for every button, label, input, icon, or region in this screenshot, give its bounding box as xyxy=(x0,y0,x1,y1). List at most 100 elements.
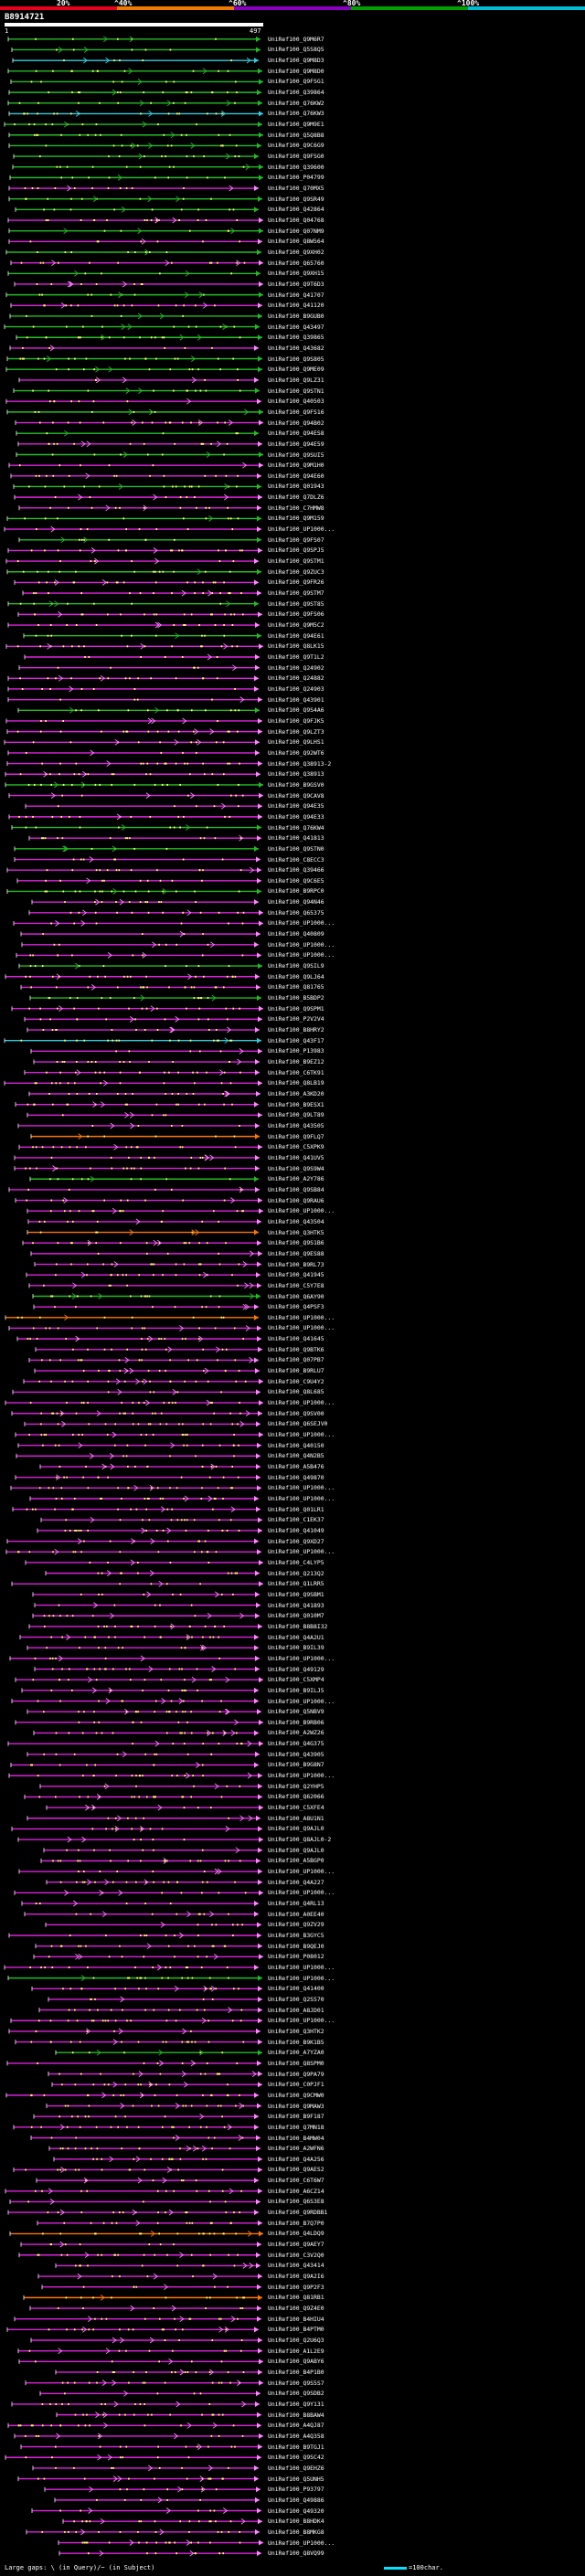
hit-label[interactable]: UniRef100_Q9LT89 xyxy=(268,1111,324,1119)
hit-label[interactable]: UniRef100_Q4A227 xyxy=(268,1878,324,1886)
hit-label[interactable]: UniRef100_Q41945 xyxy=(268,1271,324,1279)
hit-label[interactable]: UniRef100_Q9ST85 xyxy=(268,599,324,608)
hit-label[interactable]: UniRef100_Q9LZ31 xyxy=(268,376,324,384)
hit-label[interactable]: UniRef100_Q4G375 xyxy=(268,1740,324,1748)
hit-label[interactable]: UniRef100_UP1000... xyxy=(268,1654,335,1662)
hit-label[interactable]: UniRef100_Q9S1B6 xyxy=(268,1239,324,1247)
hit-label[interactable]: UniRef100_C5XPK9 xyxy=(268,1143,324,1151)
hit-label[interactable]: UniRef100_A4Q358 xyxy=(268,2432,324,2440)
hit-label[interactable]: UniRef100_Q213Q2 xyxy=(268,1569,324,1577)
hit-label[interactable]: UniRef100_Q4N2B5 xyxy=(268,1452,324,1460)
hit-label[interactable]: UniRef100_Q9RAU6 xyxy=(268,1196,324,1204)
hit-label[interactable]: UniRef100_Q9S805 xyxy=(268,355,324,363)
hit-label[interactable]: UniRef100_Q9Y131 xyxy=(268,2400,324,2408)
hit-label[interactable]: UniRef100_Q2YHP5 xyxy=(268,1782,324,1790)
hit-label[interactable]: UniRef100_Q9AJL0 xyxy=(268,1846,324,1854)
hit-label[interactable]: UniRef100_Q01LR1 xyxy=(268,1505,324,1513)
hit-label[interactable]: UniRef100_Q2S570 xyxy=(268,1995,324,2003)
hit-label[interactable]: UniRef100_Q8W564 xyxy=(268,238,324,246)
hit-label[interactable]: UniRef100_Q4A256 xyxy=(268,2155,324,2163)
hit-label[interactable]: UniRef100_Q9AJL0 xyxy=(268,1825,324,1833)
hit-label[interactable]: UniRef100_Q24903 xyxy=(268,684,324,693)
hit-label[interactable]: UniRef100_Q92WT6 xyxy=(268,748,324,757)
hit-label[interactable]: UniRef100_Q9M8D0 xyxy=(268,67,324,75)
hit-label[interactable]: UniRef100_Q9ZUC3 xyxy=(268,567,324,576)
hit-label[interactable]: UniRef100_C9U4Y2 xyxy=(268,1377,324,1385)
hit-label[interactable]: UniRef100_Q9FLQ7 xyxy=(268,1132,324,1140)
hit-label[interactable]: UniRef100_UP1000... xyxy=(268,1697,335,1705)
hit-label[interactable]: UniRef100_Q9C6G9 xyxy=(268,142,324,150)
hit-label[interactable]: UniRef100_Q9SIL9 xyxy=(268,962,324,970)
hit-label[interactable]: UniRef100_Q24902 xyxy=(268,663,324,672)
hit-label[interactable]: UniRef100_C4LYP5 xyxy=(268,1558,324,1566)
hit-label[interactable]: UniRef100_UP1000... xyxy=(268,1324,335,1332)
hit-label[interactable]: UniRef100_Q94N46 xyxy=(268,898,324,906)
hit-label[interactable]: UniRef100_Q43905 xyxy=(268,1750,324,1758)
hit-label[interactable]: UniRef100_Q9M1H0 xyxy=(268,461,324,470)
hit-label[interactable]: UniRef100_Q9BTK6 xyxy=(268,1345,324,1353)
hit-label[interactable]: UniRef100_A6CZ14 xyxy=(268,2187,324,2195)
hit-label[interactable]: UniRef100_Q43901 xyxy=(268,695,324,704)
hit-label[interactable]: UniRef100_Q7DLZ6 xyxy=(268,493,324,502)
hit-label[interactable]: UniRef100_UP1000... xyxy=(268,1484,335,1492)
hit-label[interactable]: UniRef100_Q9SPM1 xyxy=(268,1004,324,1012)
hit-label[interactable]: UniRef100_Q9T6D3 xyxy=(268,280,324,288)
hit-label[interactable]: UniRef100_Q9PA79 xyxy=(268,2070,324,2078)
hit-label[interactable]: UniRef100_Q8L685 xyxy=(268,1388,324,1396)
hit-label[interactable]: UniRef100_C0PJF1 xyxy=(268,2081,324,2089)
hit-label[interactable]: UniRef100_Q9STN1 xyxy=(268,387,324,395)
hit-label[interactable]: UniRef100_Q9SPJ5 xyxy=(268,546,324,555)
hit-label[interactable]: UniRef100_UP1000... xyxy=(268,1772,335,1780)
hit-label[interactable]: UniRef100_B9IL39 xyxy=(268,1644,324,1652)
hit-label[interactable]: UniRef100_UP1000... xyxy=(268,951,335,959)
hit-label[interactable]: UniRef100_B8HRY2 xyxy=(268,1026,324,1034)
hit-label[interactable]: UniRef100_C1EK37 xyxy=(268,1516,324,1524)
hit-label[interactable]: UniRef100_Q94E61 xyxy=(268,631,324,640)
hit-label[interactable]: UniRef100_Q9FS06 xyxy=(268,610,324,619)
hit-label[interactable]: UniRef100_Q8LB19 xyxy=(268,1079,324,1087)
hit-label[interactable]: UniRef100_Q9M8D3 xyxy=(268,57,324,65)
hit-label[interactable]: UniRef100_Q9A2I6 xyxy=(268,2273,324,2281)
hit-label[interactable]: UniRef100_Q9XH02 xyxy=(268,248,324,256)
hit-label[interactable]: UniRef100_Q38913 xyxy=(268,770,324,779)
hit-label[interactable]: UniRef100_A0EE40 xyxy=(268,1910,324,1918)
hit-label[interactable]: UniRef100_C6TK91 xyxy=(268,1068,324,1076)
hit-label[interactable]: UniRef100_Q8SPM0 xyxy=(268,2059,324,2067)
hit-label[interactable]: UniRef100_Q1LRR5 xyxy=(268,1580,324,1588)
hit-label[interactable]: UniRef100_Q43504 xyxy=(268,1217,324,1225)
hit-label[interactable]: UniRef100_Q41707 xyxy=(268,291,324,299)
hit-label[interactable]: UniRef100_Q49886 xyxy=(268,2496,324,2504)
hit-label[interactable]: UniRef100_Q65760 xyxy=(268,259,324,267)
hit-label[interactable]: UniRef100_B8BAW4 xyxy=(268,2411,324,2419)
hit-label[interactable]: UniRef100_Q39864 xyxy=(268,89,324,97)
hit-label[interactable]: UniRef100_A8JD01 xyxy=(268,2006,324,2014)
hit-label[interactable]: UniRef100_Q40503 xyxy=(268,398,324,406)
hit-label[interactable]: UniRef100_Q2U6Q3 xyxy=(268,2337,324,2344)
hit-label[interactable]: UniRef100_Q010M7 xyxy=(268,1612,324,1620)
hit-label[interactable]: UniRef100_Q9XD27 xyxy=(268,1537,324,1545)
hit-label[interactable]: UniRef100_Q9M5C2 xyxy=(268,621,324,630)
hit-label[interactable]: UniRef100_Q94B02 xyxy=(268,419,324,427)
hit-label[interactable]: UniRef100_Q43497 xyxy=(268,323,324,331)
hit-label[interactable]: UniRef100_B8B8I32 xyxy=(268,1622,328,1630)
hit-label[interactable]: UniRef100_B3GYC5 xyxy=(268,1931,324,1939)
hit-label[interactable]: UniRef100_Q39600 xyxy=(268,163,324,171)
hit-label[interactable]: UniRef100_Q24882 xyxy=(268,674,324,683)
hit-label[interactable]: UniRef100_Q5S8Q5 xyxy=(268,46,324,54)
hit-label[interactable]: UniRef100_Q62066 xyxy=(268,1793,324,1801)
hit-label[interactable]: UniRef100_Q9LZT3 xyxy=(268,727,324,736)
hit-label[interactable]: UniRef100_Q94E35 xyxy=(268,802,324,811)
hit-label[interactable]: UniRef100_Q41813 xyxy=(268,834,324,843)
hit-label[interactable]: UniRef100_Q9S4A6 xyxy=(268,706,324,715)
hit-label[interactable]: UniRef100_Q9XH15 xyxy=(268,270,324,278)
hit-label[interactable]: UniRef100_B9F187 xyxy=(268,2113,324,2121)
hit-label[interactable]: UniRef100_Q9LJ64 xyxy=(268,972,324,981)
hit-label[interactable]: UniRef100_Q39466 xyxy=(268,866,324,875)
hit-label[interactable]: UniRef100_C8ECC3 xyxy=(268,855,324,864)
hit-label[interactable]: UniRef100_Q42864 xyxy=(268,206,324,214)
hit-label[interactable]: UniRef100_Q4RL13 xyxy=(268,1900,324,1908)
hit-label[interactable]: UniRef100_B9K1B5 xyxy=(268,2038,324,2046)
hit-label[interactable]: UniRef100_P93797 xyxy=(268,2486,324,2494)
hit-label[interactable]: UniRef100_B9EZ12 xyxy=(268,1058,324,1066)
hit-label[interactable]: UniRef100_UP1000... xyxy=(268,1868,335,1876)
